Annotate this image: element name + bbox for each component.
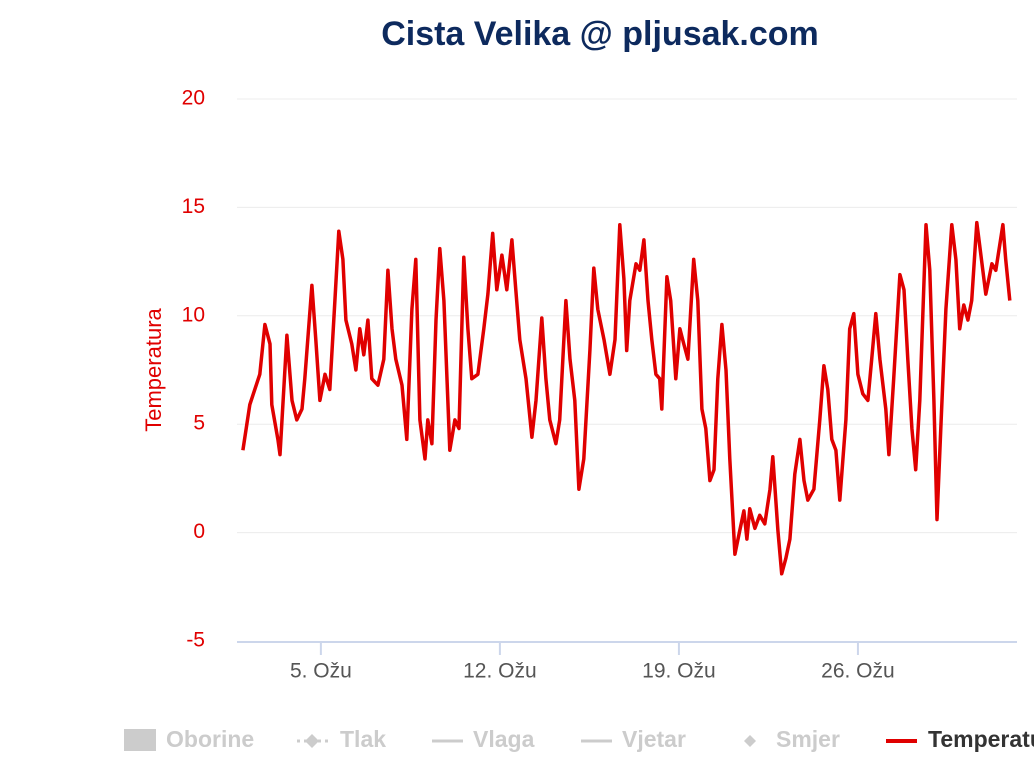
- legend-item[interactable]: Smjer: [776, 726, 840, 752]
- legend-symbol: [124, 729, 156, 751]
- y-tick-label: -5: [186, 629, 205, 652]
- legend-item[interactable]: Oborine: [166, 726, 254, 752]
- legend-symbol: [744, 735, 756, 747]
- y-tick-label: 5: [193, 412, 205, 435]
- x-tick-label: 26. Ožu: [821, 660, 895, 683]
- x-tick-label: 12. Ožu: [463, 660, 537, 683]
- x-tick-label: 19. Ožu: [642, 660, 716, 683]
- y-tick-label: 10: [182, 303, 205, 326]
- legend-item[interactable]: Tlak: [340, 726, 386, 752]
- legend-item[interactable]: Vjetar: [622, 726, 686, 752]
- y-tick-label: 15: [182, 195, 205, 218]
- legend-symbol: [305, 734, 319, 748]
- y-tick-label: 20: [182, 87, 205, 110]
- chart-title: Cista Velika @ pljusak.com: [381, 15, 819, 53]
- x-tick-label: 5. Ožu: [290, 660, 352, 683]
- legend-item[interactable]: Temperatura: [928, 726, 1034, 752]
- y-axis-title: Temperatura: [141, 307, 166, 431]
- y-tick-label: 0: [193, 520, 205, 543]
- temperature-line: [241, 220, 1012, 576]
- legend-item[interactable]: Vlaga: [473, 726, 535, 752]
